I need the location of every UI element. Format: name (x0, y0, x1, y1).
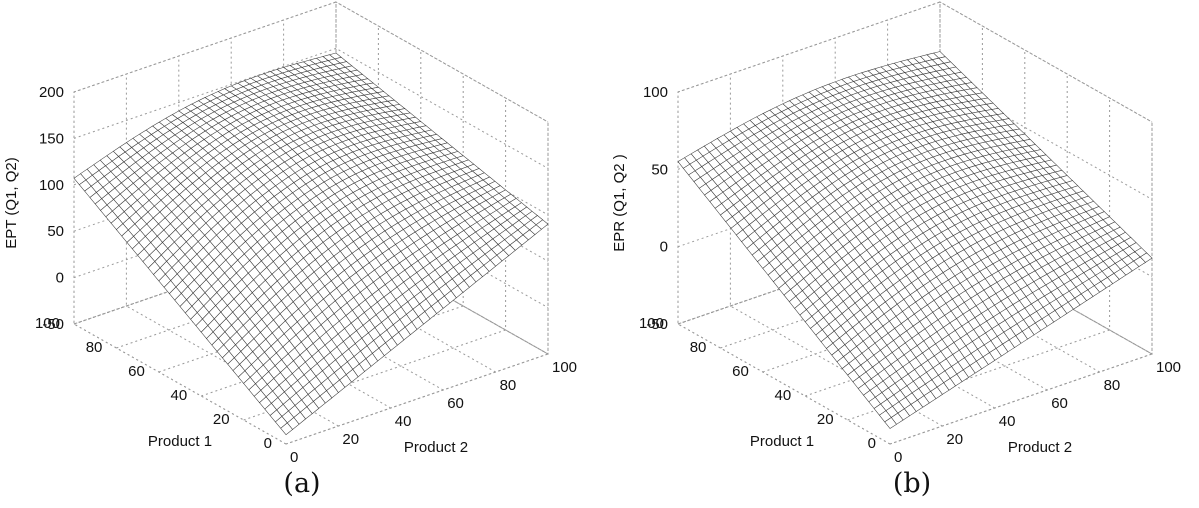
y-tick-label: 80 (1104, 377, 1121, 394)
z-tick-label: -50 (42, 316, 64, 333)
surface-cell (280, 422, 293, 436)
y-tick-label: 0 (290, 449, 298, 466)
z-tick-label: 200 (39, 84, 64, 101)
y-tick-label: 100 (1156, 359, 1181, 376)
x-ticks-b: 100 80 60 40 20 0 (639, 315, 876, 452)
x-gridline (762, 50, 1026, 373)
z-tick-label: 50 (47, 223, 64, 240)
x-gridline (201, 74, 464, 397)
z-tick-label: 0 (56, 270, 64, 287)
x-ticks-a: 100 80 60 40 20 0 (35, 315, 272, 452)
z-tick-label: 150 (39, 130, 64, 147)
y-tick-label: 100 (552, 359, 577, 376)
y-tick-label: 40 (395, 413, 412, 430)
z-tick-label: 0 (660, 239, 668, 256)
x-tick-label: 80 (690, 339, 707, 356)
y-tick-label: 20 (946, 431, 963, 448)
y-tick-label: 20 (342, 431, 359, 448)
y-gridline (677, 92, 891, 445)
y-gridline (335, 2, 549, 355)
y-ticks-b: 0 20 40 60 80 100 (894, 359, 1181, 466)
x-axis-label-b: Product 1 (750, 433, 814, 450)
x-gridline (889, 122, 1153, 445)
x-tick-label: 60 (732, 363, 749, 380)
x-tick-label: 80 (86, 339, 103, 356)
surface-plot-a: 200 150 100 50 0 -50 100 80 60 40 20 0 0… (3, 1, 577, 499)
x-tick-label: 60 (128, 363, 145, 380)
x-tick-label: 100 (639, 315, 664, 332)
x-gridline (285, 122, 549, 445)
z-ticks-a: 200 150 100 50 0 -50 (39, 84, 64, 333)
y-tick-label: 80 (500, 377, 517, 394)
x-tick-label: 100 (35, 315, 60, 332)
y-tick-label: 40 (999, 413, 1016, 430)
z-tick-label: 100 (39, 177, 64, 194)
x-tick-label: 40 (775, 387, 792, 404)
x-axis-label-a: Product 1 (148, 433, 212, 450)
x-tick-label: 40 (171, 387, 188, 404)
caption-a: (a) (283, 468, 320, 499)
y-gridline (283, 20, 496, 373)
z-ticks-b: 100 50 0 -50 (643, 84, 668, 333)
x-gridline (243, 98, 507, 421)
x-tick-label: 0 (868, 435, 876, 452)
x-gridline (805, 74, 1068, 397)
y-gridline (939, 2, 1153, 355)
y-gridline (73, 92, 287, 445)
z-axis-label-b: EPR (Q1, Q2 ) (611, 154, 628, 252)
x-tick-label: 20 (213, 411, 230, 428)
y-ticks-a: 0 20 40 60 80 100 (290, 359, 577, 466)
y-tick-label: 0 (894, 449, 902, 466)
surface-mesh-a (73, 52, 549, 436)
z-tick-label: 100 (643, 84, 668, 101)
y-tick-label: 60 (447, 395, 464, 412)
surface-mesh-b (677, 51, 1153, 429)
z-tick-label: 50 (651, 161, 668, 178)
surface-cell (884, 417, 897, 429)
y-axis-label-b: Product 2 (1008, 439, 1072, 456)
x-tick-label: 20 (817, 411, 834, 428)
y-axis-label-a: Product 2 (404, 439, 468, 456)
y-tick-label: 60 (1051, 395, 1068, 412)
z-tick-label: -50 (646, 316, 668, 333)
x-tick-label: 0 (264, 435, 272, 452)
z-axis-label-a: EPT (Q1, Q2) (3, 157, 20, 248)
surface-plot-b: 100 50 0 -50 100 80 60 40 20 0 0 20 40 6… (611, 1, 1181, 499)
caption-b: (b) (893, 468, 931, 499)
